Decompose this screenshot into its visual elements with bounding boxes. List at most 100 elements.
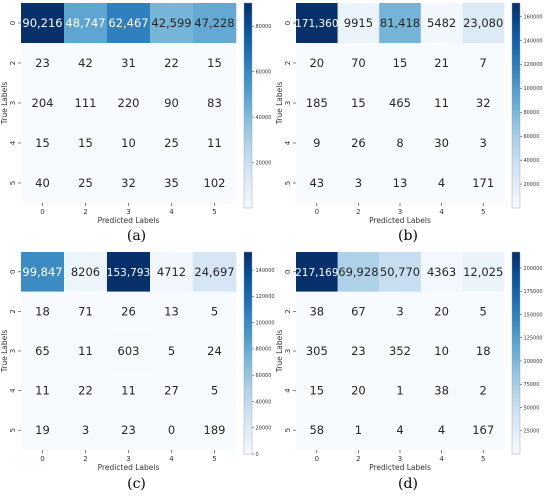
cell-value-label: 1 [355,423,362,437]
heatmap-cell [21,291,65,332]
x-tick-label: 5 [481,208,485,216]
y-axis-label: True Labels [275,330,284,374]
cell-value-label: 40 [35,176,50,190]
heatmap-cell [462,252,505,292]
cell-value-label: 0 [168,423,175,437]
cell-value-label: 58 [309,423,324,437]
heatmap-cell [107,252,151,292]
heatmap-cell [462,83,505,124]
y-tick-label: 5 [9,428,17,432]
heatmap-cell [337,83,380,124]
heatmap-cell [64,3,108,44]
x-tick-label: 5 [212,208,216,216]
cell-value-label: 11 [207,136,222,150]
x-axis-label: Predicted Labels [369,463,431,472]
y-axis-label: True Labels [275,82,284,126]
y-tick-label: 4 [9,140,17,145]
cell-value-label: 48,747 [65,16,105,30]
cell-value-label: 15 [35,136,50,150]
heatmap-cell [379,43,422,84]
heatmap-cell [21,410,65,451]
cell-value-label: 71 [78,304,93,318]
panel-caption: (d) [398,476,418,492]
y-tick-label: 4 [284,140,292,145]
cell-value-label: 19 [35,423,50,437]
y-axis-label: True Labels [0,330,9,374]
cell-value-label: 43 [309,176,324,190]
cell-value-label: 99,847 [22,265,62,279]
cell-value-label: 42 [78,56,93,70]
heatmap-cell [379,331,422,372]
panel-caption: (a) [127,228,146,244]
x-tick-label: 3 [398,455,402,463]
x-tick-label: 5 [212,455,216,463]
cell-value-label: 10 [434,344,449,358]
cell-value-label: 10 [121,136,136,150]
y-tick-label: 0 [9,270,17,274]
x-axis-label: Predicted Labels [369,216,431,225]
heatmap-cell [150,370,194,411]
heatmap-cell [107,410,151,451]
cell-value-label: 23 [35,56,50,70]
y-tick-label: 0 [9,21,17,25]
cell-value-label: 185 [306,96,328,110]
heatmap-cell [150,291,194,332]
y-tick-label: 0 [284,270,292,274]
cell-value-label: 217,169 [295,267,338,279]
heatmap-cell [379,252,422,292]
cell-value-label: 31 [121,56,136,70]
colorbar-tick-label: 120000 [256,294,275,300]
colorbar-tick-label: 40000 [256,115,272,121]
heatmap-cell [193,252,237,292]
heatmap-cell [379,3,422,44]
cell-value-label: 23 [121,423,136,437]
heatmap-cell [296,331,338,372]
heatmap-cell [379,163,422,204]
x-tick-label: 3 [398,208,402,216]
cell-value-label: 62,467 [108,16,148,30]
colorbar-tick-label: 25000 [524,429,540,435]
cell-value-label: 67 [351,304,366,318]
heatmap-cell [296,43,338,84]
cell-value-label: 70 [351,56,366,70]
colorbar-tick-label: 140000 [256,268,275,274]
colorbar [243,2,253,209]
cell-value-label: 5 [211,304,218,318]
y-tick-label: 5 [284,428,292,432]
heatmap-cell [107,3,151,44]
colorbar-tick-label: 150000 [524,312,543,318]
heatmap-cell [193,331,237,372]
cell-value-label: 171 [472,176,494,190]
heatmap-cell [296,163,338,204]
colorbar-tick-label: 80000 [256,24,272,30]
panel-caption: (c) [127,476,146,492]
heatmap-cell [64,291,108,332]
x-tick-label: 0 [315,208,319,216]
cell-value-label: 42,599 [151,16,191,30]
heatmap-cell [462,123,505,164]
cell-value-label: 102 [204,176,226,190]
heatmap-cell [337,331,380,372]
colorbar-tick-label: 100000 [256,320,275,326]
cell-value-label: 352 [389,344,411,358]
x-tick-label: 0 [40,455,44,463]
cell-value-label: 23,080 [463,16,503,30]
heatmap-cell [337,3,380,44]
cell-value-label: 20 [309,56,324,70]
cell-value-label: 305 [306,344,328,358]
heatmap-cell [379,83,422,124]
heatmap-cell [462,370,505,411]
y-tick-label: 2 [284,309,292,313]
cell-value-label: 22 [78,384,93,398]
y-tick-label: 2 [284,61,292,65]
x-tick-label: 2 [83,208,87,216]
cell-value-label: 220 [118,96,140,110]
cell-value-label: 15 [351,96,366,110]
heatmap-cell [21,163,65,204]
colorbar-tick-label: 40000 [256,399,272,405]
heatmap-cell [337,410,380,451]
colorbar-tick-label: 60000 [256,69,272,75]
cell-value-label: 4 [438,423,445,437]
